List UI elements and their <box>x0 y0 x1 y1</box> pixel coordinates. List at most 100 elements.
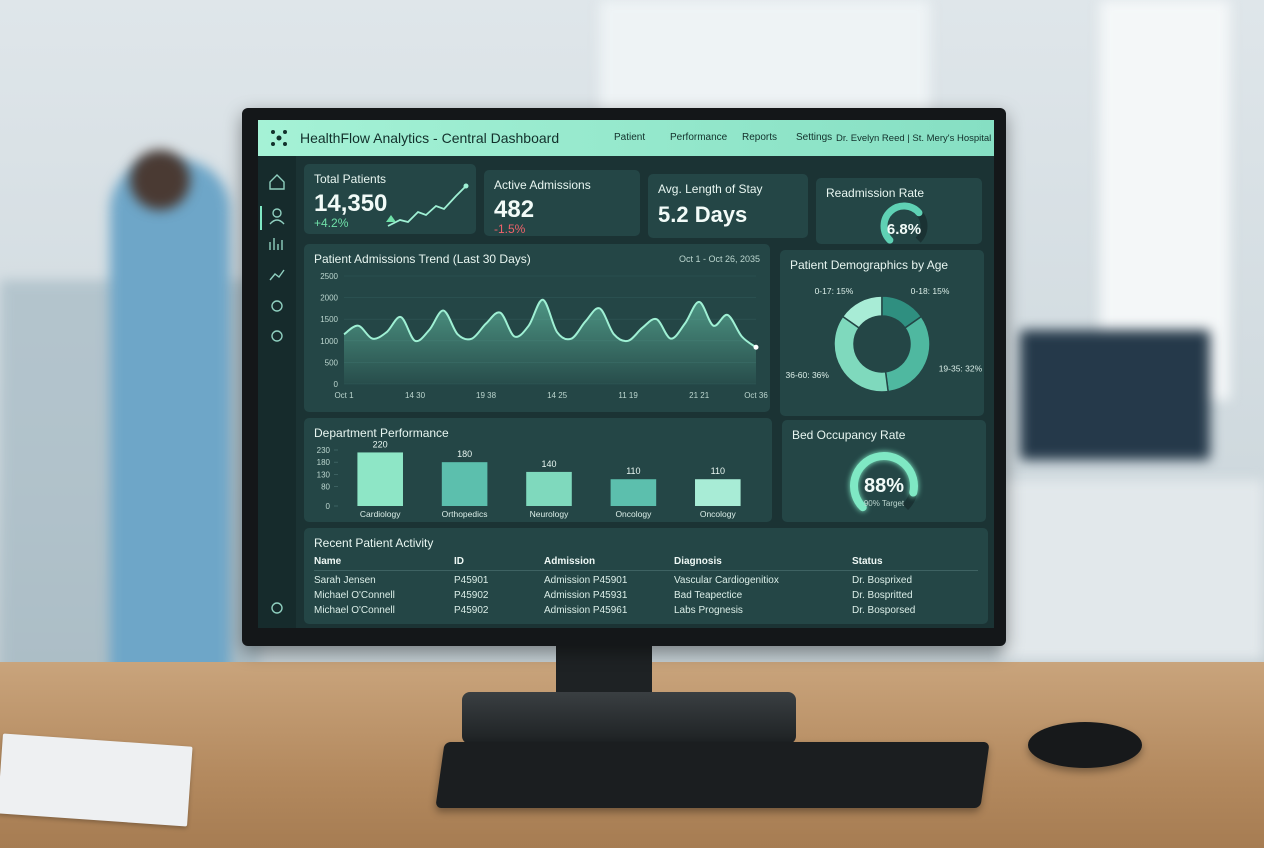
y-tick-label: 0 <box>326 502 331 511</box>
nav-item[interactable]: Reports <box>742 132 778 143</box>
value-label: 110 <box>626 466 640 476</box>
bar <box>695 479 741 506</box>
top-bar: HealthFlow Analytics - Central Dashboard… <box>258 120 994 156</box>
kpi-title: Total Patients <box>314 172 387 186</box>
trend-area <box>344 299 756 384</box>
keyboard <box>435 742 990 808</box>
y-tick-label: 1000 <box>320 337 338 346</box>
trend-icon[interactable] <box>269 269 285 281</box>
value-label: 180 <box>457 449 472 459</box>
kpi-card: Avg. Length of Stay 5.2 Days <box>648 174 808 238</box>
cabinet <box>1000 480 1264 660</box>
kpi-card: Total Patients 14,350 +4.2% <box>304 164 476 234</box>
y-tick-label: 2500 <box>320 272 338 281</box>
app-title: HealthFlow Analytics - Central Dashboard <box>300 130 560 146</box>
patient-icon[interactable] <box>272 208 282 218</box>
gauge-title: Readmission Rate <box>826 186 925 200</box>
gauge-target: 90% Target <box>864 499 905 508</box>
gauge-value-label: 6.8% <box>887 221 921 238</box>
activity-table: Recent Patient Activity Name ID Admission D… <box>304 528 988 624</box>
x-tick-label: Orthopedics <box>442 509 488 519</box>
end-point <box>753 344 759 350</box>
date-range: Oct 1 - Oct 26, 2035 <box>678 254 760 264</box>
chart-icon[interactable] <box>269 238 283 250</box>
slice-label: 36-60: 36% <box>785 370 829 380</box>
table-title: Recent Patient Activity <box>314 536 434 550</box>
x-tick-label: Oncology <box>700 509 737 519</box>
x-tick-label: Oct 36 <box>744 391 768 400</box>
column-header: ID <box>454 556 464 567</box>
bar <box>610 479 657 506</box>
table-cell: Bad Teapectice <box>674 590 743 601</box>
kpi-card: Active Admissions 482 -1.5% <box>484 170 640 236</box>
gear-icon[interactable] <box>271 330 283 342</box>
column-header: Status <box>852 556 883 567</box>
table-cell: Admission P45931 <box>544 590 628 601</box>
y-tick-label: 2000 <box>320 294 338 303</box>
kpi-title: Active Admissions <box>494 178 591 192</box>
table-cell: Sarah Jensen <box>314 575 376 586</box>
chart-title: Bed Occupancy Rate <box>792 428 906 442</box>
y-tick-label: 230 <box>317 446 331 455</box>
kpi-change: -1.5% <box>494 222 526 236</box>
settings-icon[interactable] <box>271 300 283 312</box>
kpi-value: 14,350 <box>314 190 388 217</box>
demographics-donut: 0-17: 15% 0-18: 15% 19-35: 32% 36-60: 36% <box>785 286 983 393</box>
table-cell: P45901 <box>454 575 489 586</box>
user-menu[interactable]: Dr. Evelyn Reed | St. Mery's Hospital <box>836 133 992 144</box>
table-cell: Admission P45901 <box>544 575 628 586</box>
column-header: Diagnosis <box>674 556 722 567</box>
nav-item[interactable]: Performance <box>670 132 728 143</box>
table-cell: Dr. Bosporsed <box>852 605 916 616</box>
bottom-settings-icon[interactable] <box>271 602 283 614</box>
donut-slice <box>884 315 931 393</box>
gauge-value <box>880 202 923 244</box>
slice-label: 19-35: 32% <box>939 363 983 373</box>
table-cell: Admission P45961 <box>544 605 628 616</box>
value-label: 110 <box>711 466 725 476</box>
bed-card: Bed Occupancy Rate 88% 90% Target <box>782 420 986 522</box>
kpi-change: +4.2% <box>314 216 349 230</box>
kpi-value: 482 <box>494 196 535 223</box>
department-chart: 0 80 130 180 230 220 Cardiology 180 Orthopedics 1… <box>317 439 741 519</box>
bar <box>357 452 403 506</box>
chart-title: Department Performance <box>314 426 449 440</box>
sparkline <box>386 183 469 227</box>
bar <box>441 462 488 506</box>
slice-label: 0-18: 15% <box>911 286 950 296</box>
y-tick-label: 180 <box>317 458 331 467</box>
logo <box>271 130 287 146</box>
gauge-value-label: 88% <box>864 475 904 497</box>
table-cell: Michael O'Connell <box>314 590 395 601</box>
value-label: 140 <box>541 459 556 469</box>
bed-gauge: 88% 90% Target <box>850 452 918 512</box>
table-cell: Michael O'Connell <box>314 605 395 616</box>
x-tick-label: Neurology <box>530 509 569 519</box>
screen: HealthFlow Analytics - Central Dashboard… <box>258 120 994 628</box>
sidebar-icons <box>260 174 285 614</box>
y-tick-label: 500 <box>325 358 339 367</box>
trend-card: Patient Admissions Trend (Last 30 Days) … <box>304 244 770 412</box>
demographics-card: Patient Demographics by Age 0-17: 15% 0-1… <box>780 250 984 416</box>
background-monitor <box>1020 330 1210 460</box>
y-tick-label: 0 <box>334 380 339 389</box>
home-icon[interactable] <box>269 174 285 190</box>
mouse <box>1028 722 1142 768</box>
table-cell: Vascular Cardiogenitiox <box>674 575 779 586</box>
paper <box>0 733 193 827</box>
sidebar <box>258 156 296 628</box>
nav-item[interactable]: Patient <box>614 132 646 143</box>
kpi-value: 5.2 Days <box>658 202 748 227</box>
table-cell: Dr. Bospritted <box>852 590 913 601</box>
y-tick-label: 130 <box>317 470 331 479</box>
y-tick-label: 80 <box>321 483 330 492</box>
nav-item[interactable]: Settings <box>796 132 833 143</box>
nurse <box>110 160 230 700</box>
x-tick-label: 14 30 <box>405 391 426 400</box>
x-tick-label: Cardiology <box>360 509 401 519</box>
donut-slice <box>833 315 889 393</box>
table-cell: Dr. Bosprixed <box>852 575 913 586</box>
monitor-base <box>462 692 796 744</box>
bar <box>526 471 572 506</box>
